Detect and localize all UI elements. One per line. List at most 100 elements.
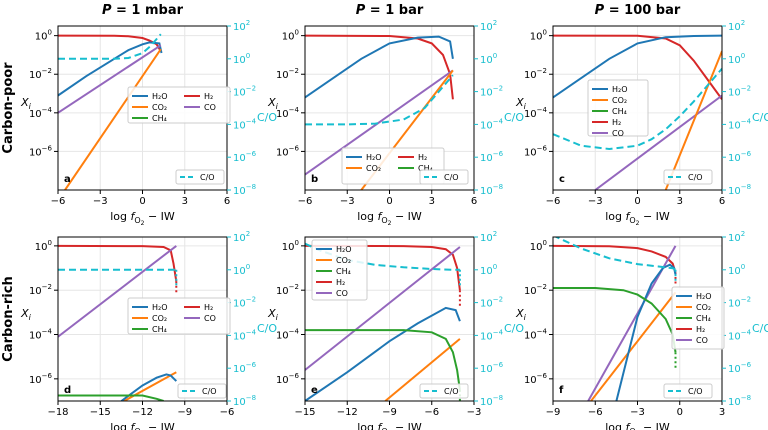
panel-label: a — [64, 174, 71, 185]
y2-tick-label: 100 — [728, 52, 745, 66]
legend-label-H2: H₂ — [204, 92, 213, 101]
series-line-H2O — [120, 373, 178, 401]
series-line-CO2 — [64, 48, 162, 190]
y-tick-label: 100 — [282, 239, 299, 253]
x-axis-label: log fO2 − IW — [357, 421, 422, 430]
y2-tick-label: 10−4 — [233, 328, 257, 342]
legend-label-H2O: H₂O — [366, 153, 382, 162]
x-tick-label: −6 — [546, 196, 561, 207]
panel-a: −6 −3 0 3 6 100 10−2 10−4 10−6 102 100 10−2 10−4 10−6… — [20, 19, 277, 227]
legend-box-co — [663, 169, 713, 185]
y-tick-label: 10−2 — [276, 283, 299, 297]
y2-tick-label: 102 — [728, 230, 745, 244]
x-tick-label: 0 — [139, 196, 145, 207]
series-line-CO_ratio — [305, 242, 460, 271]
legend-label-CO: CO — [612, 129, 624, 138]
x-tick-label: −9 — [177, 407, 192, 418]
panel-f: −9 −6 −3 0 3 100 10−2 10−4 10−6 102 100 10−2 10−4 10−… — [515, 230, 768, 430]
series-line-H2 — [58, 244, 178, 282]
y-tick-label: 10−2 — [276, 67, 299, 81]
x-tick-label: 3 — [719, 407, 725, 418]
y2-tick-label: 10−4 — [728, 328, 752, 342]
x-tick-label: 6 — [224, 196, 230, 207]
y-tick-label: 10−2 — [29, 67, 52, 81]
legend-label-CO_ratio: C/O — [200, 173, 215, 182]
series-line-CO2 — [590, 291, 677, 401]
legend-label-CO2: CO₂ — [336, 256, 351, 265]
legend-label-CH4: CH₄ — [336, 267, 351, 276]
x-tick-label: −6 — [298, 196, 313, 207]
legend-label-H2O: H₂O — [612, 85, 628, 94]
y2-tick-label: 102 — [728, 19, 745, 33]
series-line-H2O — [305, 35, 454, 99]
legend-label-H2: H₂ — [418, 153, 427, 162]
legend-label-CO: CO — [204, 103, 216, 112]
y2-tick-label: 10−6 — [233, 150, 257, 164]
legend-label-H2O: H₂O — [696, 292, 712, 301]
y2-tick-label: 100 — [480, 263, 497, 277]
y2-tick-label: 10−2 — [480, 85, 503, 99]
x-tick-label: −15 — [294, 407, 315, 418]
panel-label: e — [311, 385, 318, 396]
x-tick-label: −6 — [588, 407, 603, 418]
y2-tick-label: 102 — [233, 230, 250, 244]
y-tick-label: 100 — [35, 239, 52, 253]
y2-axis-label: C/O — [752, 111, 768, 124]
x-axis-label: log fO2 − IW — [605, 210, 670, 227]
y-tick-label: 10−6 — [524, 144, 548, 158]
y2-tick-label: 10−6 — [480, 150, 504, 164]
y2-tick-label: 10−8 — [480, 183, 503, 197]
y-tick-label: 10−4 — [29, 328, 53, 342]
y2-tick-label: 10−6 — [728, 150, 752, 164]
y2-axis-label: C/O — [504, 322, 524, 335]
x-tick-label: 3 — [429, 196, 435, 207]
y2-tick-label: 102 — [480, 19, 497, 33]
y-tick-label: 100 — [530, 239, 547, 253]
y-axis-label: Xi — [267, 307, 279, 322]
legend-box — [671, 286, 725, 350]
panel-label: c — [559, 174, 565, 185]
panel-label: d — [64, 385, 71, 396]
y2-tick-label: 10−8 — [728, 394, 751, 408]
series-line-CO_ratio — [553, 67, 722, 151]
y-tick-label: 10−2 — [29, 283, 52, 297]
y-tick-label: 10−2 — [524, 283, 547, 297]
series-line-CO — [58, 44, 162, 114]
y-axis-label: Xi — [515, 307, 527, 322]
legend-label-CH4: CH₄ — [152, 325, 167, 334]
legend-label-CO2: CO₂ — [696, 303, 711, 312]
y2-tick-label: 10−2 — [728, 296, 751, 310]
x-tick-label: −3 — [340, 196, 355, 207]
series-line-CO2 — [384, 338, 461, 401]
legend-label-CO_ratio: C/O — [444, 173, 459, 182]
series-line-H2O — [615, 263, 677, 401]
x-tick-label: −15 — [90, 407, 111, 418]
legend-label-H2O: H₂O — [336, 245, 352, 254]
y-tick-label: 10−6 — [29, 144, 53, 158]
series-line-CO_ratio — [554, 237, 676, 271]
y2-tick-label: 100 — [728, 263, 745, 277]
legend-label-H2: H₂ — [204, 303, 213, 312]
y2-tick-label: 100 — [233, 263, 250, 277]
panel-d: −18 −15 −12 −9 −6 100 10−2 10−4 10−6 102 100 10−2 10… — [20, 230, 277, 430]
legend-label-H2O: H₂O — [152, 303, 168, 312]
legend-label-CH4: CH₄ — [612, 107, 627, 116]
y2-tick-label: 10−8 — [728, 183, 751, 197]
y-tick-label: 10−6 — [276, 372, 300, 386]
panel-label: f — [559, 385, 564, 396]
legend-label-CO2: CO₂ — [152, 314, 167, 323]
y-tick-label: 100 — [530, 29, 547, 43]
series-line-H2O — [58, 41, 163, 97]
series-line-CO — [58, 245, 177, 338]
y2-tick-label: 10−6 — [480, 361, 504, 375]
x-tick-label: −3 — [630, 407, 645, 418]
y2-tick-label: 10−8 — [480, 394, 503, 408]
x-tick-label: 6 — [719, 196, 725, 207]
panel-b: −6 −3 0 3 6 100 10−2 10−4 10−6 102 100 10−2 10−4 10−6… — [267, 19, 524, 227]
x-tick-label: 0 — [634, 196, 640, 207]
x-tick-label: 0 — [677, 407, 683, 418]
legend-label-CO2: CO₂ — [366, 164, 381, 173]
x-tick-label: −18 — [47, 407, 68, 418]
legend-label-CO: CO — [696, 336, 708, 345]
